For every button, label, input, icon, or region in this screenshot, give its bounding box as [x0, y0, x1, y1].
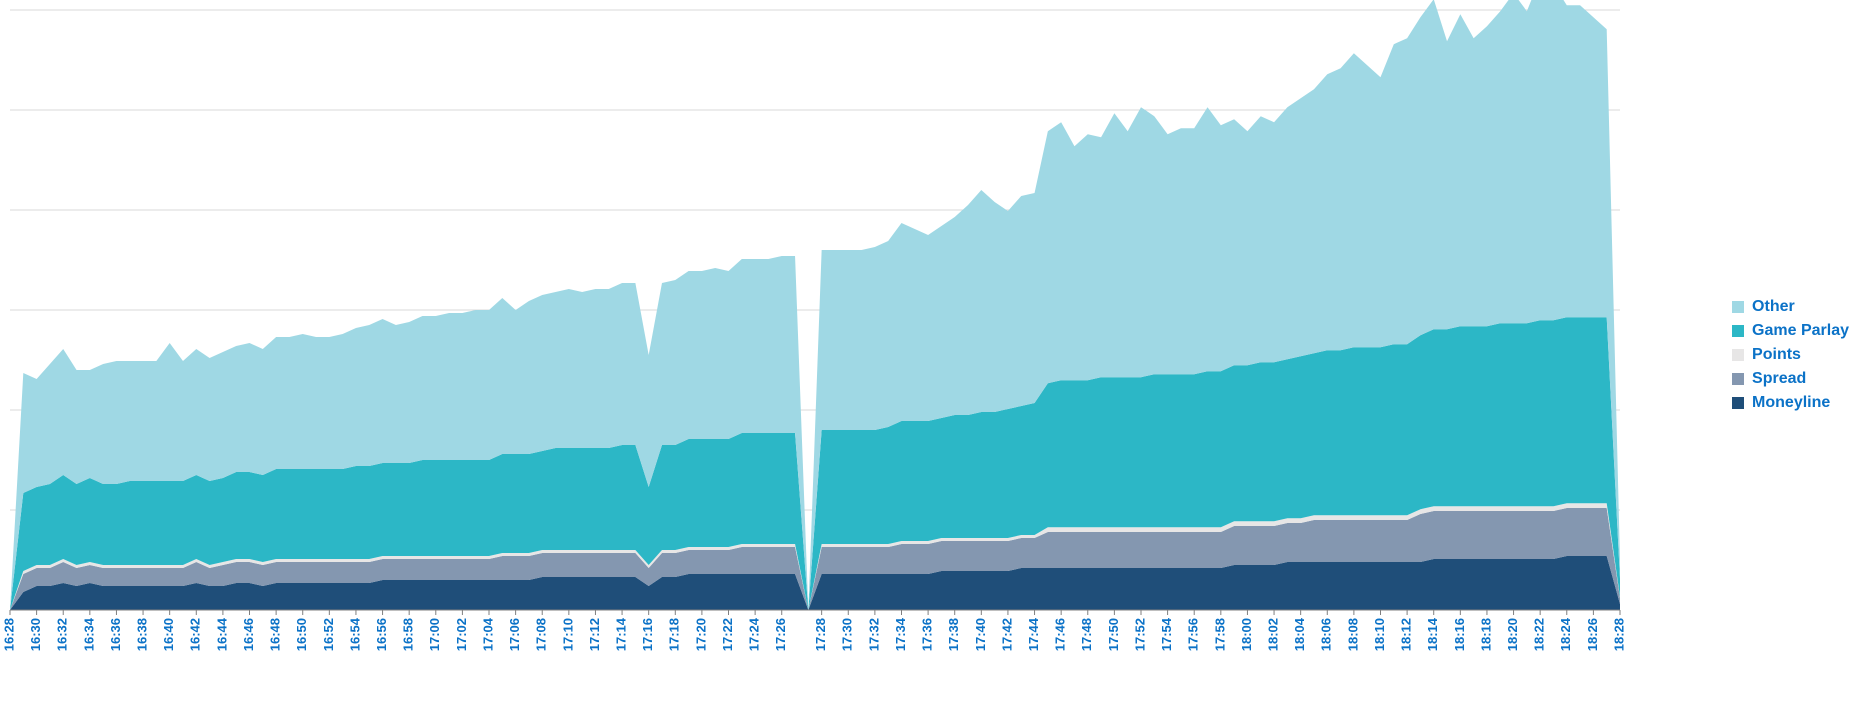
x-axis-label: 16:48: [268, 618, 283, 651]
legend-item-spread: Spread: [1732, 370, 1849, 388]
x-axis-label: 16:36: [108, 618, 123, 651]
x-axis-label: 17:22: [720, 618, 735, 651]
x-axis-label: 16:40: [161, 618, 176, 651]
x-axis-label: 18:00: [1239, 618, 1254, 651]
x-axis-label: 16:30: [28, 618, 43, 651]
x-axis-label: 18:14: [1425, 617, 1440, 651]
x-axis-label: 17:32: [866, 618, 881, 651]
x-axis-label: 16:38: [134, 618, 149, 651]
x-axis-label: 17:30: [840, 618, 855, 651]
legend-item-game_parlay: Game Parlay: [1732, 322, 1849, 340]
x-axis-label: 17:16: [640, 618, 655, 651]
x-axis-label: 16:54: [347, 617, 362, 651]
x-axis-label: 17:44: [1026, 617, 1041, 651]
legend-swatch-icon: [1732, 397, 1744, 409]
x-axis-label: 16:32: [55, 618, 70, 651]
legend-label: Game Parlay: [1752, 322, 1849, 340]
x-axis-label: 17:56: [1186, 618, 1201, 651]
x-axis-label: 17:00: [427, 618, 442, 651]
x-axis-label: 17:14: [614, 617, 629, 651]
x-axis-label: 18:08: [1345, 618, 1360, 651]
x-axis-label: 18:18: [1478, 618, 1493, 651]
x-axis-label: 16:56: [374, 618, 389, 651]
x-axis-label: 17:40: [973, 618, 988, 651]
x-axis-label: 17:08: [534, 618, 549, 651]
legend-item-other: Other: [1732, 298, 1849, 316]
x-axis-label: 17:34: [893, 617, 908, 651]
x-axis-label: 17:24: [747, 617, 762, 651]
x-axis-label: 18:20: [1505, 618, 1520, 651]
x-axis-label: 18:12: [1399, 618, 1414, 651]
x-axis-label: 17:46: [1053, 618, 1068, 651]
legend-label: Other: [1752, 298, 1795, 316]
x-axis-label: 16:34: [81, 617, 96, 651]
x-axis-label: 17:10: [560, 618, 575, 651]
x-axis-label: 17:12: [587, 618, 602, 651]
legend-swatch-icon: [1732, 349, 1744, 361]
legend-item-points: Points: [1732, 346, 1849, 364]
legend-label: Spread: [1752, 370, 1806, 388]
x-axis-label: 16:44: [214, 617, 229, 651]
stacked-area-chart: 16:28 16:30 16:32 16:34 16:36 16:38 16:40 16:42…: [0, 0, 1859, 709]
legend-item-moneyline: Moneyline: [1732, 394, 1849, 412]
x-axis-label: 17:06: [507, 618, 522, 651]
x-axis-label: 18:22: [1532, 618, 1547, 651]
x-axis-label: 17:18: [667, 618, 682, 651]
legend-label: Points: [1752, 346, 1801, 364]
x-axis-label: 17:28: [813, 618, 828, 651]
x-axis-label: 17:58: [1212, 618, 1227, 651]
x-axis-label: 16:46: [241, 618, 256, 651]
chart-canvas: 16:28 16:30 16:32 16:34 16:36 16:38 16:40 16:42…: [0, 0, 1859, 709]
x-axis-label: 17:38: [946, 618, 961, 651]
legend-swatch-icon: [1732, 325, 1744, 337]
x-axis-label: 18:24: [1558, 617, 1573, 651]
x-axis-label: 18:04: [1292, 617, 1307, 651]
x-axis-label: 18:28: [1611, 618, 1626, 651]
x-axis-label: 16:50: [294, 618, 309, 651]
x-axis-label: 17:20: [693, 618, 708, 651]
x-axis-label: 18:16: [1452, 618, 1467, 651]
legend-swatch-icon: [1732, 373, 1744, 385]
x-axis-label: 18:10: [1372, 618, 1387, 651]
x-axis-label: 17:26: [773, 618, 788, 651]
x-axis-label: 17:48: [1079, 618, 1094, 651]
x-axis-label: 17:02: [454, 618, 469, 651]
x-axis-label: 18:06: [1319, 618, 1334, 651]
chart-legend: Other Game Parlay Points Spread Moneyline: [1732, 292, 1849, 418]
x-axis-label: 17:04: [480, 617, 495, 651]
x-axis-label: 18:02: [1265, 618, 1280, 651]
x-axis-label: 17:42: [999, 618, 1014, 651]
x-axis-label: 17:54: [1159, 617, 1174, 651]
x-axis-label: 16:58: [401, 618, 416, 651]
legend-swatch-icon: [1732, 301, 1744, 313]
x-axis-label: 16:28: [1, 618, 16, 651]
x-axis-label: 17:36: [920, 618, 935, 651]
legend-label: Moneyline: [1752, 394, 1830, 412]
x-axis-label: 16:42: [188, 618, 203, 651]
x-axis-label: 17:50: [1106, 618, 1121, 651]
x-axis-label: 16:52: [321, 618, 336, 651]
x-axis-label: 17:52: [1132, 618, 1147, 651]
x-axis-label: 18:26: [1585, 618, 1600, 651]
